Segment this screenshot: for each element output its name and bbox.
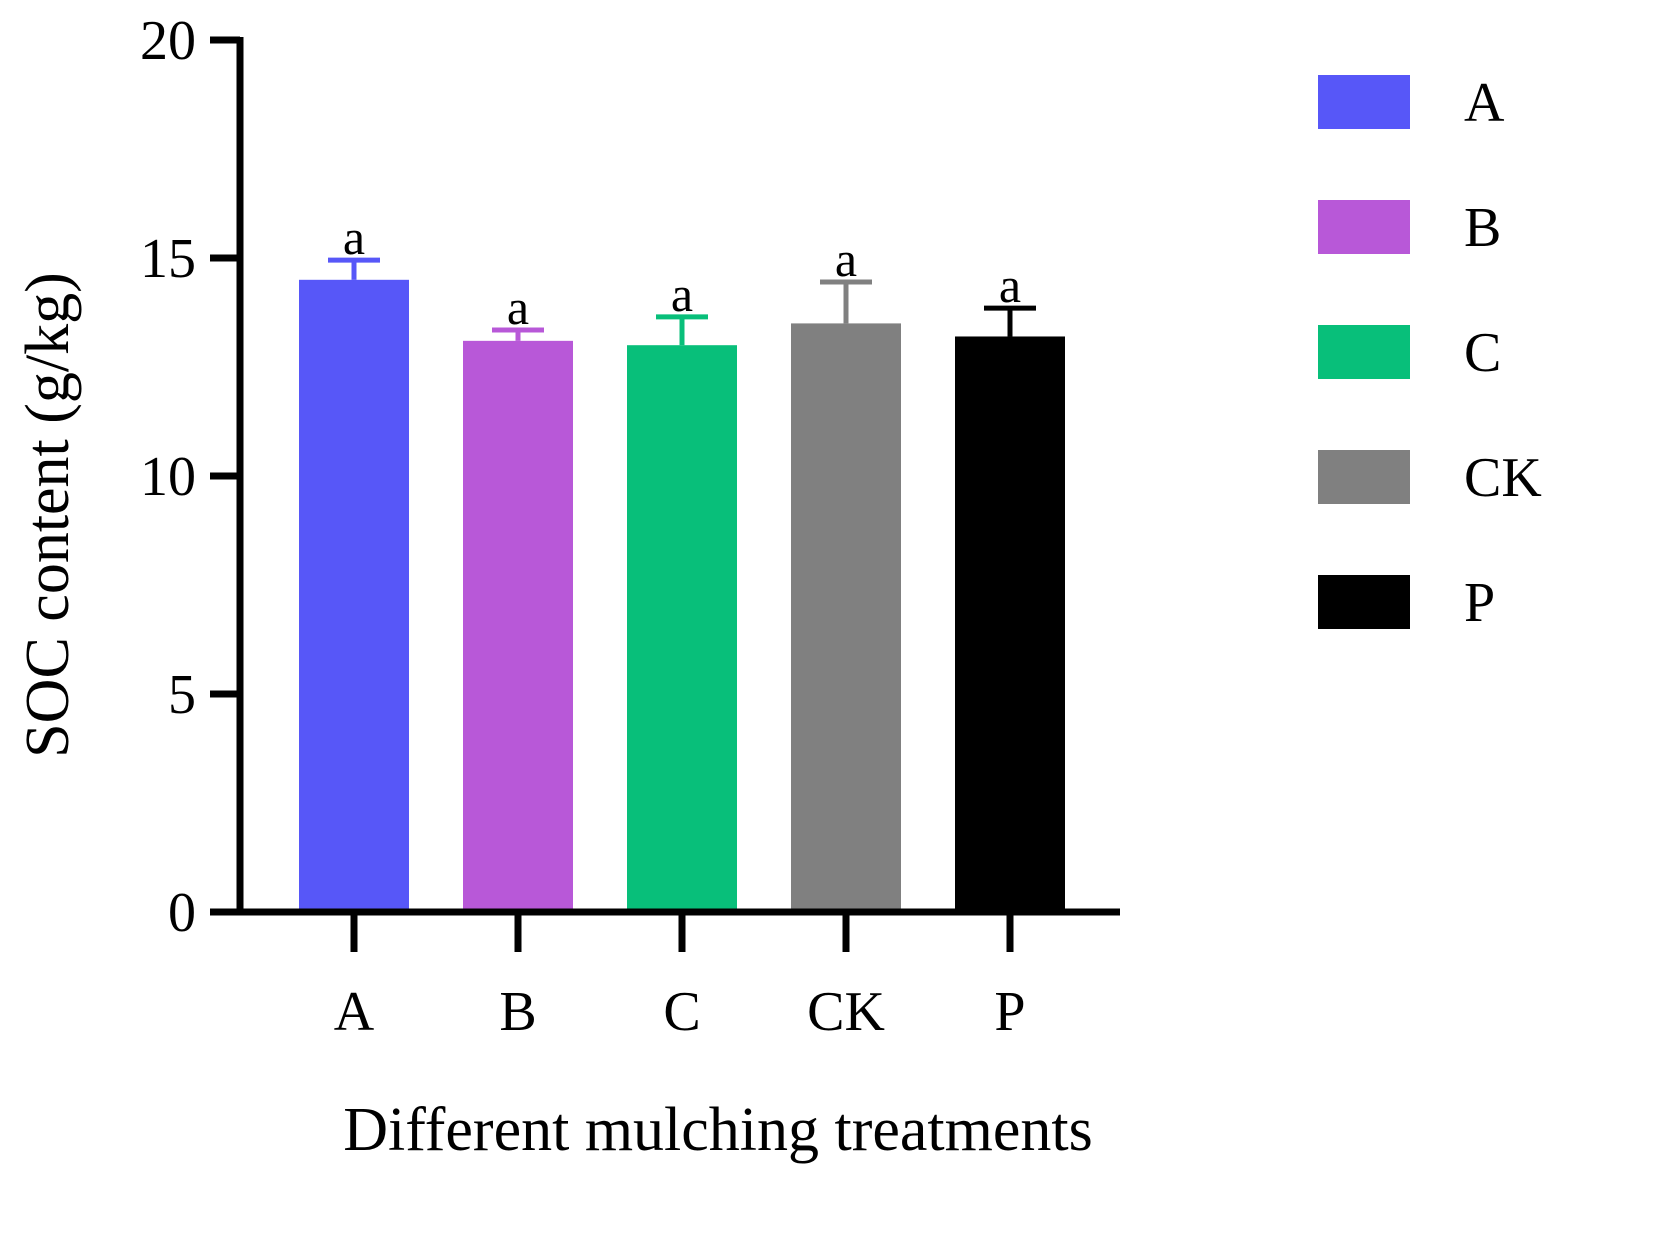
legend-entry-p: P [1318,572,1495,634]
legend-swatch-b [1318,200,1410,254]
y-axis-title: SOC content (g/kg) [14,272,82,758]
significance-label-c: a [671,266,693,322]
bar-p [955,336,1065,913]
axes-group [210,36,1120,952]
y-tick-label-0: 0 [168,882,196,944]
bar-b [463,340,573,913]
y-tick-label-20: 20 [140,10,196,72]
y-tick-labels-group: 0 5 10 15 20 [140,10,196,944]
legend: A B C CK P [1318,72,1542,634]
y-tick-label-5: 5 [168,664,196,726]
legend-entry-a: A [1318,72,1505,134]
y-tick-label-15: 15 [140,228,196,290]
legend-label-c: C [1464,322,1501,384]
legend-label-ck: CK [1464,447,1542,509]
y-tick-label-10: 10 [140,446,196,508]
legend-label-a: A [1464,72,1505,134]
x-tick-label-b: B [499,981,536,1043]
x-axis-title: Different mulching treatments [343,1096,1093,1164]
legend-label-p: P [1464,572,1495,634]
significance-label-p: a [999,257,1021,313]
legend-entry-c: C [1318,322,1501,384]
significance-labels-group: a a a a a [343,209,1021,335]
error-bar-ck [820,279,872,324]
legend-swatch-a [1318,75,1410,129]
legend-swatch-c [1318,325,1410,379]
error-bar-b [492,327,544,341]
error-bars-group [328,257,1036,346]
legend-entry-ck: CK [1318,447,1542,509]
significance-label-b: a [507,279,529,335]
error-bar-c [656,314,708,346]
legend-swatch-p [1318,575,1410,629]
x-tick-label-p: P [994,981,1025,1043]
legend-label-b: B [1464,197,1501,259]
x-tick-label-ck: CK [807,981,885,1043]
bar-a [299,279,409,912]
error-bar-a [328,257,380,280]
x-tick-label-c: C [663,981,700,1043]
bar-ck [791,323,901,912]
x-tick-label-a: A [334,981,375,1043]
significance-label-ck: a [835,231,857,287]
legend-swatch-ck [1318,450,1410,504]
bar-c [627,345,737,912]
legend-entry-b: B [1318,197,1501,259]
x-tick-labels-group: A B C CK P [334,981,1026,1043]
error-bar-p [984,305,1036,337]
bars-group [299,279,1065,913]
significance-label-a: a [343,209,365,265]
